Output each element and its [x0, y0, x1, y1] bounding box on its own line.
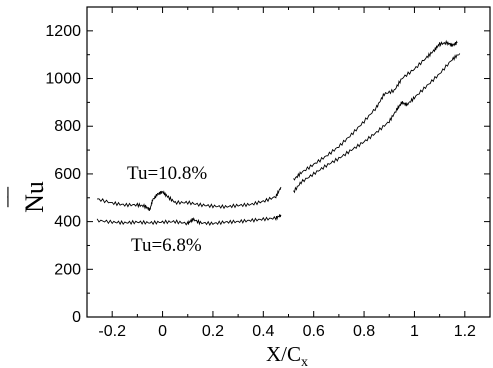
- y-tick-label: 800: [54, 118, 81, 135]
- x-tick-label: 0.4: [252, 323, 274, 340]
- x-tick-label: 0: [158, 323, 167, 340]
- ticks-layer: 0 200 400 600 800 1000 1200 -0.2 0 0.2 0.4 0.6 0.8 1 1…: [45, 7, 490, 340]
- x-axis-title-subscript: x: [301, 355, 308, 368]
- y-tick-label: 400: [54, 214, 81, 231]
- y-tick-label: 200: [54, 261, 81, 278]
- y-axis-title: Nu: [20, 181, 49, 213]
- y-tick-label: 600: [54, 166, 81, 183]
- y-tick-label: 1000: [45, 71, 81, 88]
- annotation-tu-10-8: Tu=10.8%: [127, 163, 207, 184]
- series-1-segment-1: [293, 53, 461, 194]
- series-0-segment-0: [97, 186, 282, 212]
- plot-frame: [86, 6, 491, 318]
- x-tick-label: 0.8: [353, 323, 375, 340]
- y-axis-overline: ‾‾: [6, 186, 37, 207]
- x-tick-label: -0.2: [98, 323, 126, 340]
- x-axis-title-main: X/C: [266, 342, 301, 366]
- series-layer: [96, 39, 461, 226]
- x-tick-label: 0.6: [303, 323, 325, 340]
- x-tick-label: 0.2: [202, 323, 224, 340]
- y-tick-label: 0: [72, 309, 81, 326]
- x-tick-label: 1: [410, 323, 419, 340]
- series-0-segment-1: [293, 39, 458, 181]
- x-axis-title: X/Cx: [266, 342, 308, 368]
- series-1-segment-0: [96, 214, 282, 226]
- y-tick-label: 1200: [45, 23, 81, 40]
- annotation-tu-6-8: Tu=6.8%: [131, 235, 202, 256]
- x-tick-label: 1.2: [454, 323, 476, 340]
